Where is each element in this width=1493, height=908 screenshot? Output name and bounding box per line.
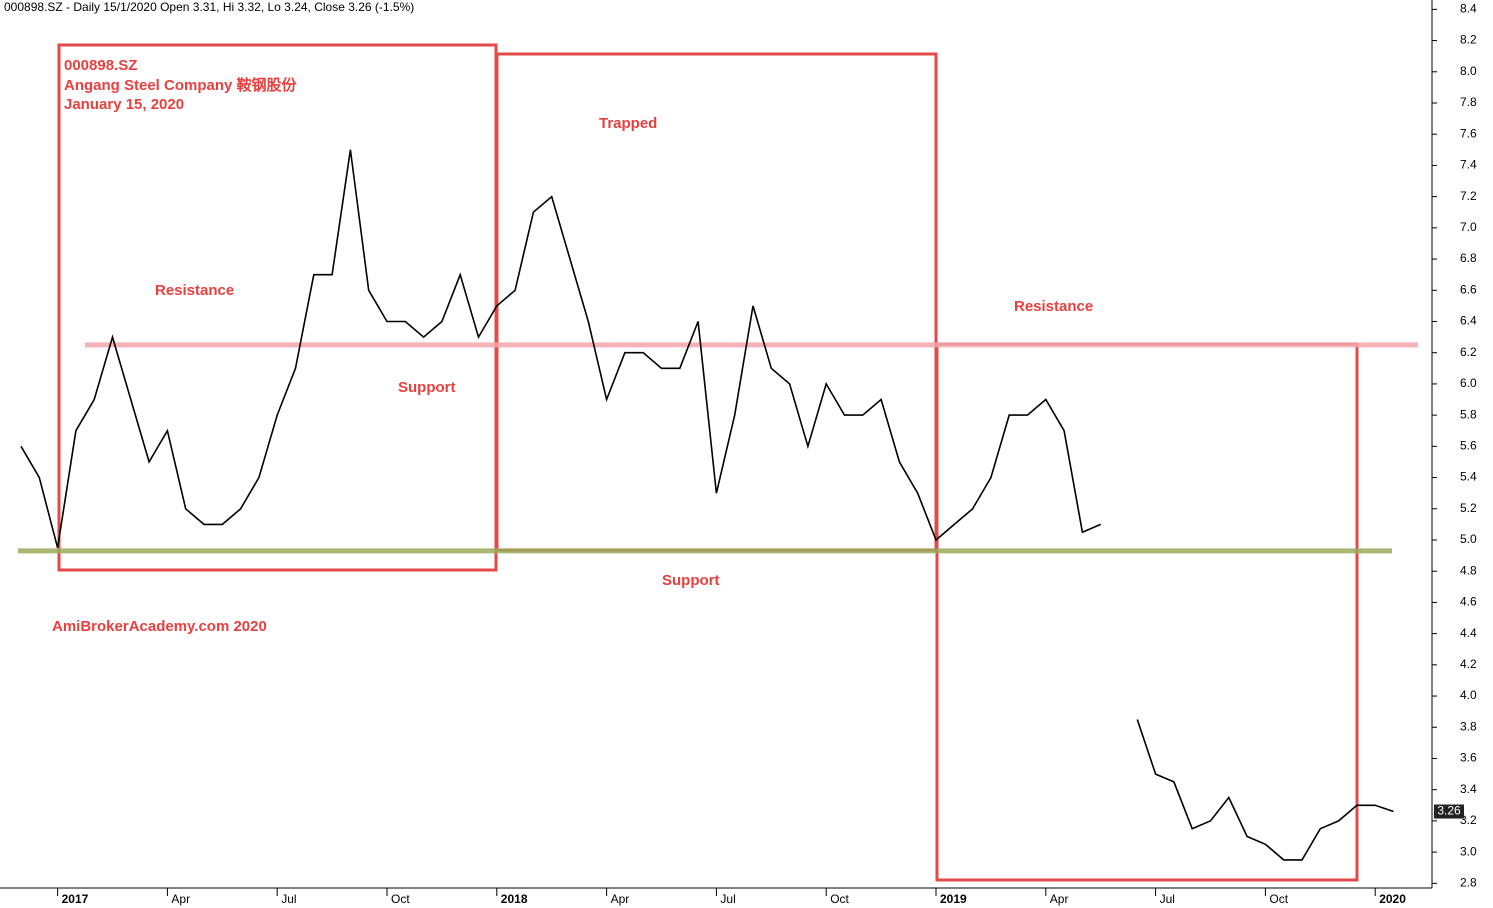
y-tick-label: 3.8: [1460, 719, 1477, 733]
x-tick-label: 2017: [62, 892, 89, 906]
y-tick-label: 7.0: [1460, 220, 1477, 234]
y-tick-label: 4.2: [1460, 657, 1477, 671]
x-tick-label: Apr: [171, 892, 190, 906]
annotation: January 15, 2020: [64, 96, 184, 113]
y-tick-label: 8.4: [1460, 2, 1477, 16]
x-tick-label: Oct: [391, 892, 410, 906]
watermark: AmiBrokerAcademy.com 2020: [52, 618, 267, 635]
x-tick-label: Jul: [1160, 892, 1175, 906]
y-tick-label: 4.6: [1460, 595, 1477, 609]
y-tick-label: 7.6: [1460, 126, 1477, 140]
y-tick-label: 7.4: [1460, 158, 1477, 172]
y-tick-label: 3.2: [1460, 813, 1477, 827]
y-tick-label: 4.4: [1460, 626, 1477, 640]
y-tick-label: 6.8: [1460, 251, 1477, 265]
y-tick-label: 6.0: [1460, 376, 1477, 390]
y-tick-label: 3.4: [1460, 782, 1477, 796]
x-tick-label: Apr: [1050, 892, 1069, 906]
y-tick-label: 5.8: [1460, 407, 1477, 421]
x-tick-label: Jul: [281, 892, 296, 906]
y-tick-label: 8.2: [1460, 33, 1477, 47]
annotation: Resistance: [155, 282, 234, 299]
x-tick-label: 2019: [940, 892, 967, 906]
y-tick-label: 3.6: [1460, 751, 1477, 765]
annotation: Angang Steel Company 鞍钢股份: [64, 76, 298, 94]
y-tick-label: 5.2: [1460, 501, 1477, 515]
y-tick-label: 6.4: [1460, 314, 1477, 328]
x-tick-label: 2018: [501, 892, 528, 906]
y-tick-label: 2.8: [1460, 875, 1477, 889]
x-tick-label: 2020: [1379, 892, 1406, 906]
annotation: Resistance: [1014, 298, 1093, 315]
y-tick-label: 4.8: [1460, 563, 1477, 577]
x-tick-label: Oct: [830, 892, 849, 906]
y-tick-label: 6.6: [1460, 282, 1477, 296]
annotation: Trapped: [599, 115, 657, 132]
y-tick-label: 7.2: [1460, 189, 1477, 203]
annotation: Support: [398, 379, 456, 396]
y-tick-label: 8.0: [1460, 64, 1477, 78]
y-tick-label: 5.0: [1460, 532, 1477, 546]
last-price-label: 3.26: [1437, 804, 1461, 818]
y-tick-label: 5.4: [1460, 470, 1477, 484]
x-tick-label: Jul: [720, 892, 735, 906]
annotation: Support: [662, 572, 720, 589]
y-tick-label: 5.6: [1460, 439, 1477, 453]
y-tick-label: 4.0: [1460, 688, 1477, 702]
last-price-tag: [1434, 804, 1464, 819]
price-line: [20, 149, 1394, 861]
y-tick-label: 6.2: [1460, 345, 1477, 359]
x-tick-label: Oct: [1269, 892, 1288, 906]
y-tick-label: 3.0: [1460, 844, 1477, 858]
x-tick-label: Apr: [611, 892, 630, 906]
y-tick-label: 7.8: [1460, 95, 1477, 109]
annotation: 000898.SZ: [64, 57, 137, 74]
chart-header: 000898.SZ - Daily 15/1/2020 Open 3.31, H…: [4, 0, 414, 14]
